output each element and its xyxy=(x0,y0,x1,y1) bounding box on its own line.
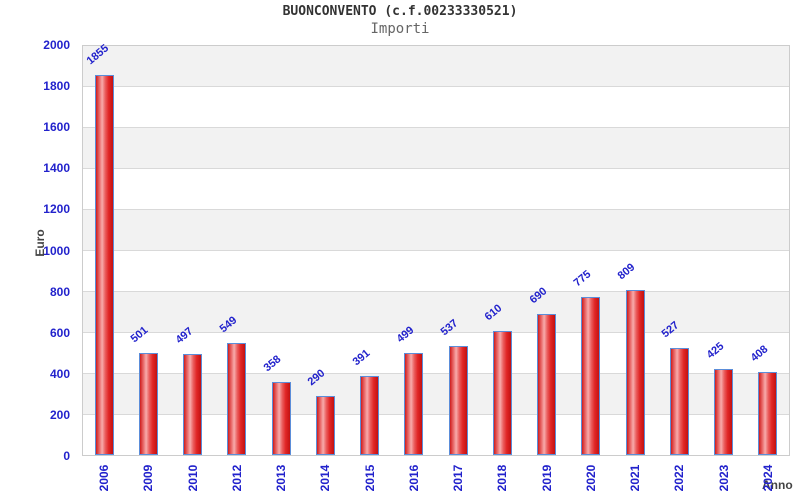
x-tick-label: 2022 xyxy=(672,464,687,492)
x-tick-label: 2019 xyxy=(539,464,554,492)
x-tick-label: 2014 xyxy=(318,464,333,492)
x-tick-label: 2015 xyxy=(362,464,377,492)
bar-2018 xyxy=(492,331,512,455)
x-tick-label: 2009 xyxy=(141,464,156,492)
bar-2012 xyxy=(227,343,247,455)
bar-2017 xyxy=(448,346,468,455)
grid-band xyxy=(83,46,789,87)
bar-2024 xyxy=(758,372,778,455)
x-tick-label: 2024 xyxy=(760,464,775,492)
y-tick-label: 200 xyxy=(49,407,70,422)
grid-band xyxy=(83,210,789,251)
bar-2020 xyxy=(581,297,601,455)
bar-2016 xyxy=(404,353,424,455)
y-tick-label: 600 xyxy=(49,325,70,340)
bar-2009 xyxy=(138,353,158,455)
y-tick-label: 1400 xyxy=(43,161,70,176)
y-tick-label: 400 xyxy=(49,366,70,381)
grid-band xyxy=(83,251,789,292)
x-tick-label: 2012 xyxy=(229,464,244,492)
x-axis-title: Anno xyxy=(762,478,793,492)
bar-2010 xyxy=(183,354,203,455)
bar-2022 xyxy=(669,348,689,455)
y-tick-label: 1600 xyxy=(43,120,70,135)
x-tick-label: 2010 xyxy=(185,464,200,492)
y-tick-label: 2000 xyxy=(43,38,70,52)
x-tick-label: 2016 xyxy=(406,464,421,492)
x-tick-label: 2020 xyxy=(583,464,598,492)
x-tick-label: 2018 xyxy=(495,464,510,492)
y-tick-label: 1000 xyxy=(43,243,70,258)
bar-2014 xyxy=(315,396,335,455)
x-tick-label: 2013 xyxy=(274,464,289,492)
chart-subtitle: Importi xyxy=(370,21,430,37)
y-tick-label: 0 xyxy=(63,449,70,463)
bar-2023 xyxy=(714,369,734,455)
chart-title: BUONCONVENTO (c.f.00233330521) xyxy=(282,4,518,19)
y-tick-label: 800 xyxy=(49,284,70,299)
bar-2021 xyxy=(625,290,645,455)
bar-2015 xyxy=(360,376,380,455)
bar-2006 xyxy=(94,75,114,455)
grid-band xyxy=(83,128,789,169)
bar-2013 xyxy=(271,382,291,455)
x-tick-label: 2021 xyxy=(628,464,643,492)
y-tick-label: 1200 xyxy=(43,202,70,217)
x-tick-label: 2017 xyxy=(451,464,466,492)
bar-2019 xyxy=(537,314,557,455)
grid-band xyxy=(83,292,789,333)
y-tick-label: 1800 xyxy=(43,79,70,94)
x-tick-label: 2023 xyxy=(716,464,731,492)
grid-band xyxy=(83,169,789,210)
grid-band xyxy=(83,87,789,128)
x-tick-label: 2006 xyxy=(97,464,112,492)
